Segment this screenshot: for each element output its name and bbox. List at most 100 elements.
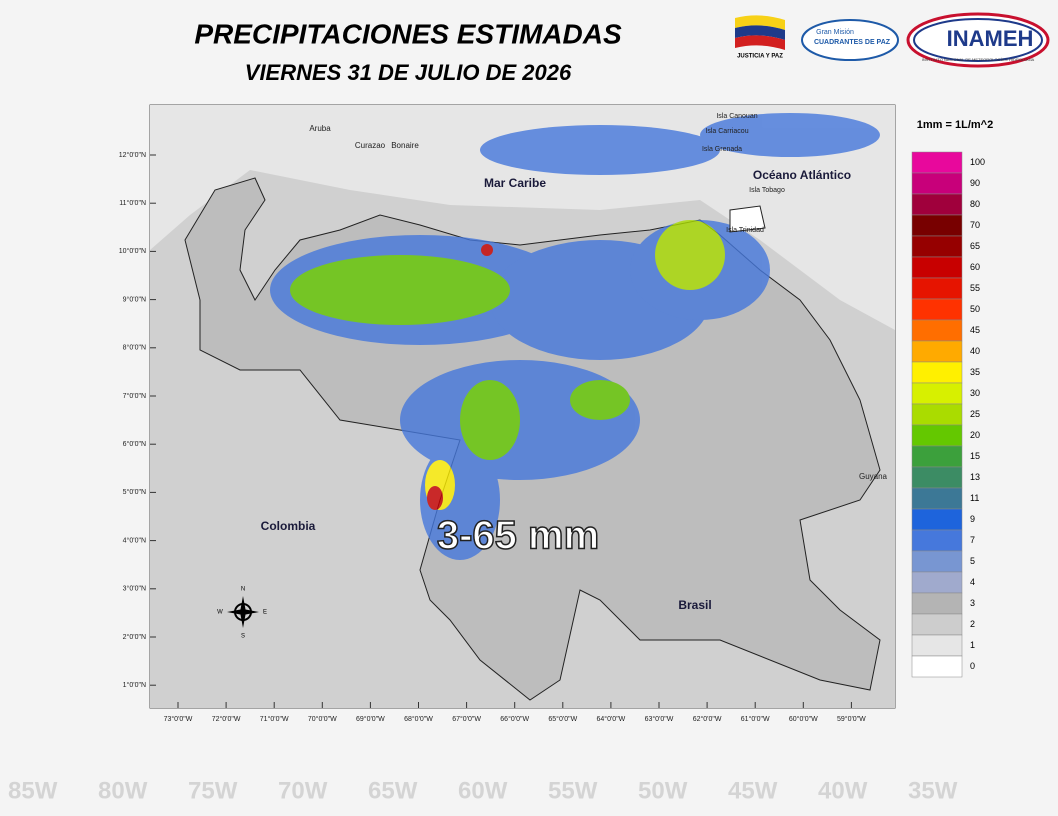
legend-swatch [911,529,963,552]
flag-logo: JUSTICIA Y PAZ [735,15,785,60]
lon-tick-label: 63°0'0"W [645,715,674,723]
background-longitude: 45W [728,777,778,804]
precipitation [270,113,880,560]
legend-label: 55 [970,283,980,293]
legend-label: 65 [970,241,980,251]
legend-swatch [911,508,963,531]
background-longitude: 75W [188,777,238,804]
lon-tick-label: 68°0'0"W [404,715,433,723]
background-longitude: 70W [278,777,328,804]
legend-swatch [911,361,963,384]
lon-tick-label: 66°0'0"W [500,715,529,723]
flag-caption: JUSTICIA Y PAZ [737,54,783,60]
place-label: Brasil [678,598,711,612]
background-longitude: 35W [908,777,958,804]
legend-swatch [911,319,963,342]
legend-swatch [911,613,963,636]
legend-swatch [911,487,963,510]
place-label: Bonaire [391,141,419,150]
place-label: Isla Tobago [749,187,785,194]
legend-label: 1 [970,640,975,650]
legend: 1009080706560555045403530252015131197543… [911,151,985,678]
legend-label: 3 [970,598,975,608]
compass-w: W [217,610,223,616]
compass-s: S [241,634,245,640]
sea [150,105,895,330]
background-longitude: 60W [458,777,508,804]
lon-tick-label: 60°0'0"W [789,715,818,723]
legend-label: 5 [970,556,975,566]
legend-swatch [911,172,963,195]
legend-swatch [911,655,963,678]
inameh-name: INAMEH [947,26,1034,51]
lon-tick-label: 65°0'0"W [548,715,577,723]
place-label: Guyana [859,472,888,481]
legend-label: 13 [970,472,980,482]
place-label: Océano Atlántico [753,168,851,182]
range-label: 3-65 mm [437,514,599,558]
lat-tick-label: 11°0'0"N [119,199,146,207]
legend-swatch [911,571,963,594]
legend-label: 70 [970,220,980,230]
ticks: 12°0'0"N 11°0'0"N 10°0'0"N 9°0'0"N 8°0'0"N 7°… [119,151,866,723]
legend-swatch [911,382,963,405]
legend-label: 4 [970,577,975,587]
lat-tick-label: 1°0'0"N [123,681,146,689]
legend-swatch [911,634,963,657]
legend-label: 50 [970,304,980,314]
legend-swatch [911,235,963,258]
lat-tick-label: 9°0'0"N [123,295,146,303]
lat-tick-label: 2°0'0"N [123,633,146,641]
lon-tick-label: 62°0'0"W [693,715,722,723]
legend-label: 90 [970,178,980,188]
lon-tick-label: 59°0'0"W [837,715,866,723]
legend-label: 80 [970,199,980,209]
legend-swatch [911,466,963,489]
lat-tick-label: 3°0'0"N [123,585,146,593]
place-label: Isla Trinidad [726,227,764,234]
legend-label: 45 [970,325,980,335]
lon-tick-label: 72°0'0"W [212,715,241,723]
legend-swatch [911,214,963,237]
legend-unit: 1mm = 1L/m^2 [917,119,993,131]
mission-top: Gran Misión [816,29,854,36]
place-label: Aruba [309,124,331,133]
title: PRECIPITACIONES ESTIMADAS [194,18,622,49]
lon-tick-label: 70°0'0"W [308,715,337,723]
legend-label: 20 [970,430,980,440]
legend-label: 7 [970,535,975,545]
lon-tick-label: 69°0'0"W [356,715,385,723]
trinidad-shape [729,205,766,233]
place-label: Isla Canouan [716,113,757,120]
lat-tick-label: 8°0'0"N [123,344,146,352]
legend-label: 30 [970,388,980,398]
legend-swatch [911,424,963,447]
subtitle: VIERNES 31 DE JULIO DE 2026 [245,60,572,85]
legend-label: 15 [970,451,980,461]
background-longitudes: 85W 80W 75W 70W 65W 60W 55W 50W 45W 40W 35W [8,777,958,804]
lat-tick-label: 12°0'0"N [119,151,146,159]
lat-tick-label: 7°0'0"N [123,392,146,400]
lat-tick-label: 10°0'0"N [119,247,146,255]
background-longitude: 65W [368,777,418,804]
legend-swatch [911,151,963,174]
legend-label: 25 [970,409,980,419]
legend-swatch [911,592,963,615]
legend-swatch [911,340,963,363]
legend-swatch [911,193,963,216]
legend-swatch [911,277,963,300]
place-label: Colombia [261,519,316,533]
legend-label: 0 [970,661,975,671]
map: Mar Caribe Océano Atlántico Colombia Brasil… [119,104,896,723]
legend-label: 100 [970,157,985,167]
legend-label: 2 [970,619,975,629]
legend-swatch [911,550,963,573]
mission-name: CUADRANTES DE PAZ [814,39,891,46]
lat-tick-label: 6°0'0"N [123,440,146,448]
inameh-logo: INAMEH INSTITUTO NACIONAL DE METEOROLOGÍ… [906,12,1050,68]
place-label: Isla Grenada [702,146,742,153]
legend-swatch [911,256,963,279]
place-label: Curazao [355,141,386,150]
inameh-caption: INSTITUTO NACIONAL DE METEOROLOGÍA E HID… [922,57,1035,62]
